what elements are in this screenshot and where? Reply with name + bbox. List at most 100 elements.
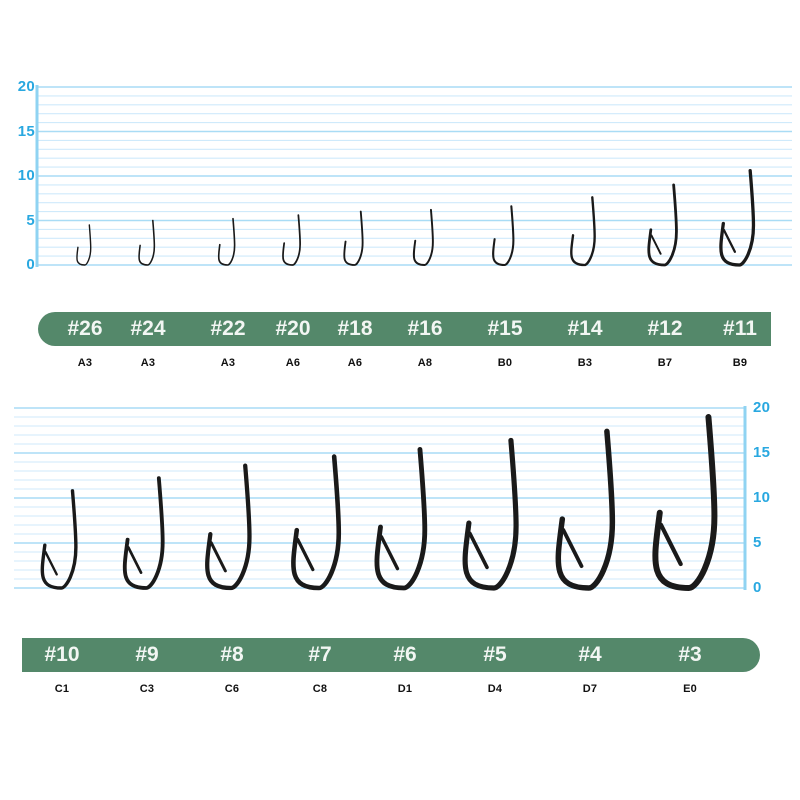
hook-barb [722, 228, 737, 253]
hook-body [462, 437, 519, 591]
y-tick-label: 10 [753, 489, 771, 506]
hook-glyph [492, 205, 515, 267]
y-tick-label: 20 [17, 78, 35, 95]
y-tick-label: 15 [753, 444, 771, 461]
hook-size-label[interactable]: #7 [308, 643, 332, 666]
hook-body [647, 183, 678, 267]
hook-size-label[interactable]: #8 [220, 643, 244, 666]
hook-glyph [570, 196, 596, 267]
hook-code-label: B9 [732, 357, 748, 369]
size-band-large-hooks [22, 638, 760, 672]
hook-code-label: D1 [397, 683, 413, 695]
hook-glyph [217, 217, 236, 266]
chart-small-hooks: 20 15 10 5 0 [0, 70, 800, 280]
hook-size-label[interactable]: #3 [678, 643, 702, 666]
hook-size-label[interactable]: #12 [647, 317, 683, 340]
hook-glyph [555, 428, 616, 591]
hook-glyph [462, 437, 519, 591]
hook-code-label: C8 [312, 683, 328, 695]
hook-body [205, 463, 252, 591]
hook-size-label[interactable]: #6 [393, 643, 417, 666]
hook-glyph [282, 214, 301, 266]
hook-glyph [205, 463, 252, 591]
hook-barb [296, 537, 315, 572]
hook-body [76, 224, 92, 266]
y-tick-label: 5 [26, 211, 35, 229]
hook-code-label: C3 [139, 683, 155, 695]
hook-code-label: A3 [77, 357, 93, 369]
hook-size-label[interactable]: #10 [44, 643, 80, 666]
y-tick-label: 5 [753, 534, 762, 551]
chart-one-hook-row [76, 169, 756, 267]
hook-size-label[interactable]: #26 [67, 317, 103, 340]
hook-code-label: C6 [224, 683, 240, 695]
chart-one-grid [35, 85, 792, 267]
hook-barb [44, 550, 58, 576]
hook-code-label: A3 [220, 357, 236, 369]
y-tick-label: 15 [17, 122, 35, 140]
hook-body [570, 196, 596, 267]
hook-size-label[interactable]: #14 [567, 317, 603, 340]
hook-size-label[interactable]: #4 [578, 643, 602, 666]
hook-code-label: B3 [577, 357, 593, 369]
hook-body [282, 214, 301, 266]
hook-code-label: B7 [657, 357, 673, 369]
hook-barb [126, 546, 143, 574]
hook-body [555, 428, 616, 591]
y-tick-label: 0 [26, 256, 35, 273]
chart-large-hooks: 20 15 10 5 0 [0, 396, 800, 601]
hook-body [40, 489, 78, 590]
hook-barb [379, 535, 400, 571]
hook-body [374, 446, 428, 591]
hook-barb [650, 234, 662, 255]
hook-barb [468, 531, 489, 570]
hook-body [412, 208, 434, 266]
hook-glyph [76, 224, 92, 266]
hook-size-label[interactable]: #15 [487, 317, 523, 340]
hook-size-label[interactable]: #11 [723, 317, 757, 340]
hook-glyph [719, 169, 756, 267]
hook-barb [209, 541, 227, 573]
y-tick-label: 0 [753, 579, 762, 596]
hook-code-label: D7 [582, 683, 598, 695]
hook-code-label: A6 [347, 357, 363, 369]
hook-code-label: A6 [285, 357, 301, 369]
hook-glyph [343, 210, 364, 266]
hook-size-label[interactable]: #16 [407, 317, 443, 340]
y-tick-label: 10 [17, 167, 35, 184]
hook-code-label: A8 [417, 357, 433, 369]
hook-glyph [138, 219, 156, 266]
hook-body [719, 169, 756, 267]
size-band-small-hooks [38, 312, 771, 346]
hook-glyph [647, 183, 678, 267]
hook-size-label[interactable]: #24 [130, 317, 166, 340]
hook-code-label: E0 [683, 683, 697, 695]
hook-body [652, 414, 718, 591]
hook-glyph [122, 476, 165, 590]
hook-body [217, 217, 236, 266]
hook-size-label[interactable]: #5 [483, 643, 507, 666]
hook-glyph [40, 489, 78, 590]
hook-body [291, 454, 342, 591]
hook-glyph [291, 454, 342, 591]
hook-body [122, 476, 165, 590]
hook-size-label[interactable]: #22 [210, 317, 246, 340]
hook-barb [658, 522, 683, 567]
hook-code-label: A3 [140, 357, 156, 369]
hook-body [343, 210, 364, 266]
hook-glyph [412, 208, 434, 266]
chart-two-hook-row [40, 414, 718, 591]
hook-size-label[interactable]: #18 [337, 317, 373, 340]
hook-glyph [374, 446, 428, 591]
y-tick-label: 20 [753, 399, 771, 416]
hook-glyph [652, 414, 718, 591]
hook-size-label[interactable]: #9 [135, 643, 159, 666]
hook-code-label: D4 [487, 683, 503, 695]
hook-body [138, 219, 156, 266]
hook-body [492, 205, 515, 267]
hook-code-label: B0 [497, 357, 513, 369]
hook-barb [561, 528, 584, 568]
hook-size-label[interactable]: #20 [275, 317, 311, 340]
hook-code-label: C1 [54, 683, 70, 695]
